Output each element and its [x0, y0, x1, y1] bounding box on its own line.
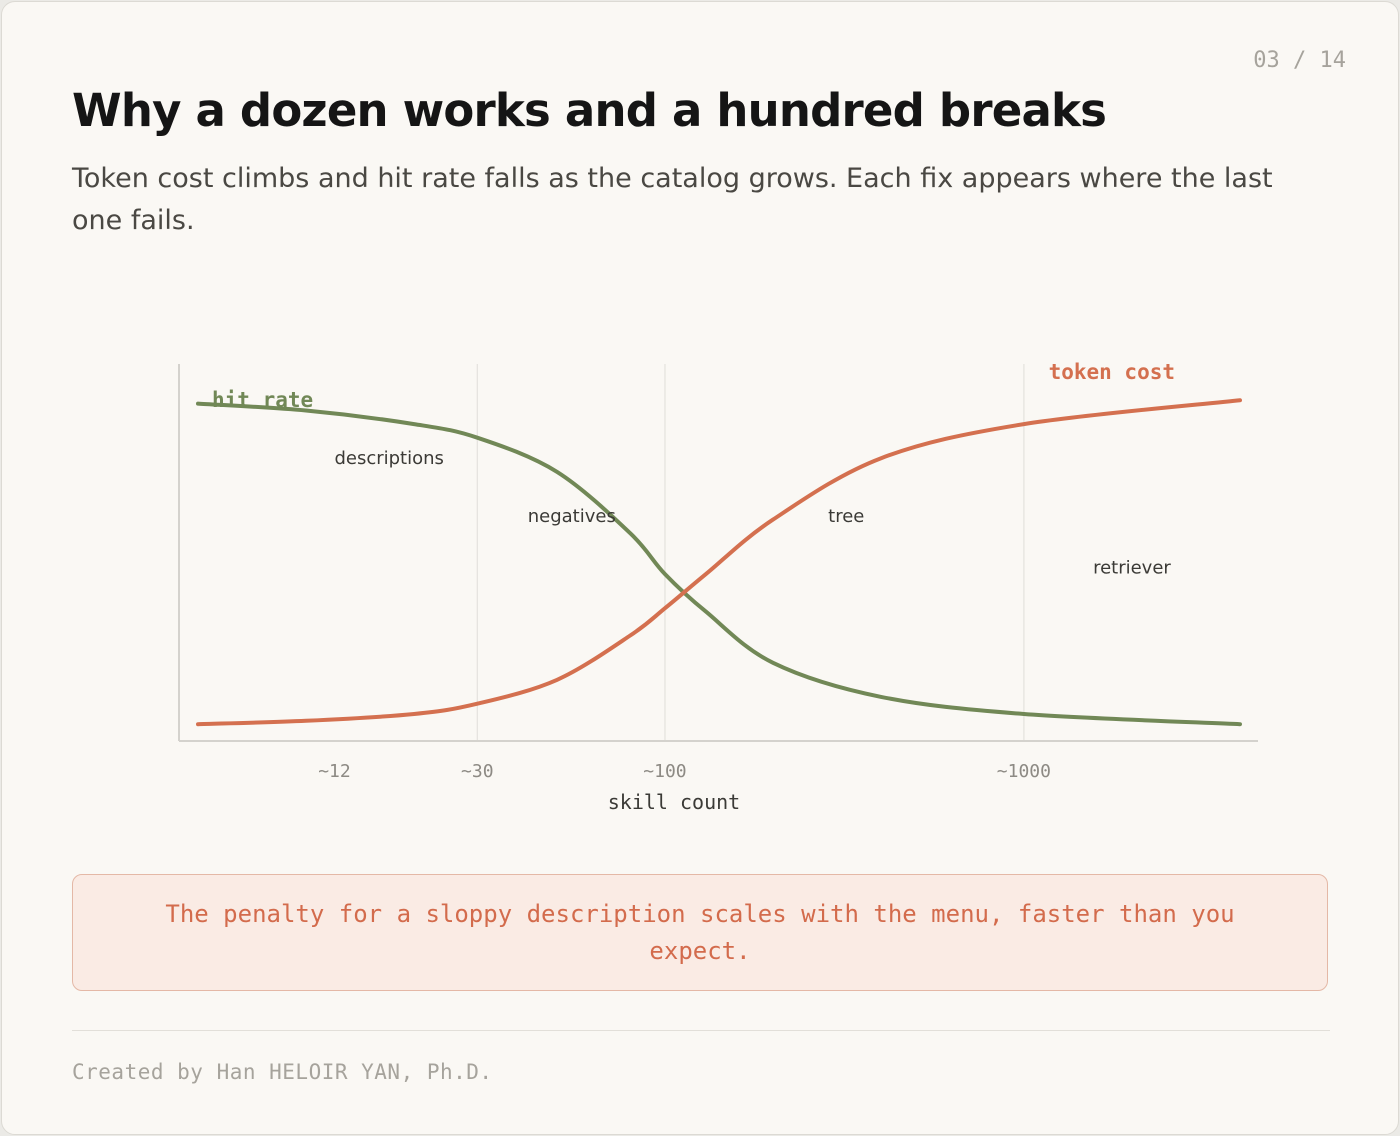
x-tick-label: ~12	[318, 761, 351, 782]
x-tick-label: ~1000	[997, 761, 1051, 782]
annotation-label: negatives	[528, 506, 616, 527]
annotation-label: descriptions	[334, 448, 443, 469]
annotation-label: tree	[828, 506, 864, 527]
x-axis-label: skill count	[608, 790, 740, 814]
series-label-token-cost: token cost	[1049, 360, 1175, 384]
page-subtitle: Token cost climbs and hit rate falls as …	[72, 163, 1273, 236]
callout-text: The penalty for a sloppy description sca…	[165, 899, 1235, 965]
annotation-label: retriever	[1093, 557, 1171, 578]
series-label-hit-rate: hit rate	[212, 388, 313, 412]
x-tick-label: ~30	[461, 761, 494, 782]
footer-credit: Created by Han HELOIR YAN, Ph.D.	[72, 1060, 493, 1084]
page-indicator: 03 / 14	[1253, 48, 1346, 73]
footer-divider	[72, 1030, 1330, 1031]
callout-box: The penalty for a sloppy description sca…	[72, 874, 1328, 991]
page-title: Why a dozen works and a hundred breaks	[72, 84, 1107, 137]
skill-count-chart: hit rate token cost descriptions negatives t…	[178, 360, 1258, 814]
series-line-hit-rate	[196, 401, 1242, 727]
x-tick-label: ~100	[643, 761, 686, 782]
series-line-token-cost	[196, 398, 1242, 727]
